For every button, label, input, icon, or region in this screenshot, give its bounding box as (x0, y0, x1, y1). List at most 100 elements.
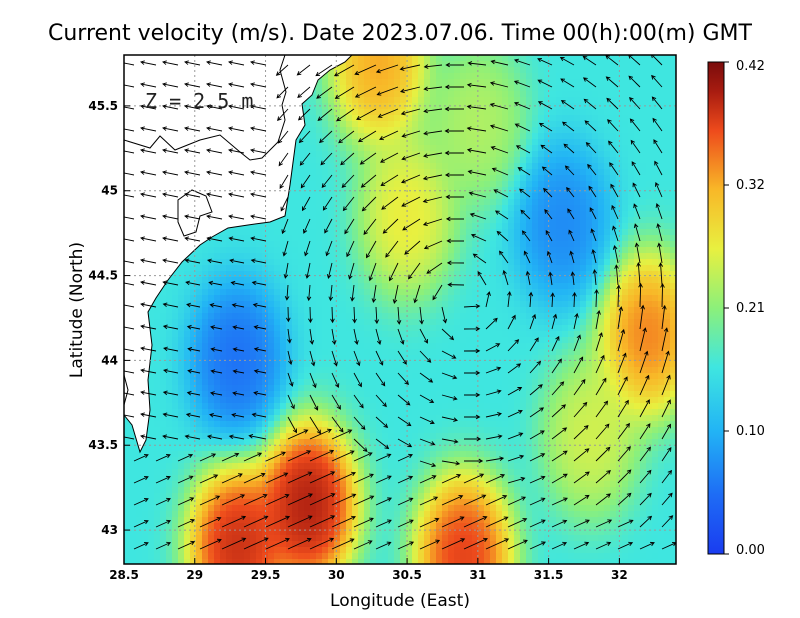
heat-cell (442, 181, 449, 188)
heat-cell (568, 313, 575, 320)
heat-cell (538, 289, 545, 296)
heat-cell (598, 217, 605, 224)
heat-cell (394, 181, 401, 188)
heat-cell (670, 241, 676, 248)
heat-cell (232, 307, 239, 314)
heat-cell (442, 259, 449, 266)
heat-cell (640, 55, 647, 62)
heat-cell (568, 367, 575, 374)
heat-cell (472, 217, 479, 224)
heat-cell (148, 313, 155, 320)
heat-cell (226, 253, 233, 260)
heat-cell (484, 85, 491, 92)
heat-cell (484, 247, 491, 254)
heat-cell (334, 307, 341, 314)
heat-cell (376, 253, 383, 260)
heat-cell (496, 223, 503, 230)
heat-cell (472, 373, 479, 380)
heat-cell (436, 109, 443, 116)
heat-cell (544, 73, 551, 80)
heat-cell (280, 259, 287, 266)
heat-cell (448, 145, 455, 152)
heat-cell (340, 91, 347, 98)
heat-cell (460, 109, 467, 116)
heat-cell (604, 343, 611, 350)
heat-cell (544, 349, 551, 356)
heat-cell (472, 193, 479, 200)
heat-cell (382, 259, 389, 266)
heat-cell (400, 247, 407, 254)
heat-cell (532, 343, 539, 350)
heat-cell (658, 223, 665, 230)
heat-cell (430, 79, 437, 86)
heat-cell (580, 139, 587, 146)
heat-cell (460, 325, 467, 332)
heat-cell (358, 331, 365, 338)
heat-cell (598, 145, 605, 152)
heat-cell (490, 181, 497, 188)
heat-cell (670, 253, 676, 260)
heat-cell (418, 151, 425, 158)
heat-cell (664, 229, 671, 236)
heat-cell (670, 187, 676, 194)
heat-cell (178, 319, 185, 326)
heat-cell (616, 139, 623, 146)
heat-cell (580, 175, 587, 182)
heat-cell (580, 85, 587, 92)
heat-cell (310, 229, 317, 236)
heat-cell (202, 379, 209, 386)
heat-cell (352, 277, 359, 284)
heat-cell (652, 247, 659, 254)
heat-cell (280, 217, 287, 224)
heat-cell (382, 337, 389, 344)
heat-cell (640, 235, 647, 242)
heat-cell (406, 229, 413, 236)
heat-cell (400, 193, 407, 200)
heat-cell (196, 379, 203, 386)
heat-cell (490, 139, 497, 146)
heat-cell (532, 79, 539, 86)
heat-cell (304, 241, 311, 248)
heat-cell (466, 85, 473, 92)
heat-cell (400, 283, 407, 290)
heat-cell (406, 61, 413, 68)
heat-cell (292, 175, 299, 182)
heat-cell (460, 265, 467, 272)
heat-cell (382, 79, 389, 86)
heat-cell (352, 97, 359, 104)
heat-cell (466, 355, 473, 362)
heat-cell (160, 379, 167, 386)
heat-cell (364, 145, 371, 152)
heat-cell (298, 325, 305, 332)
heat-cell (412, 307, 419, 314)
heat-cell (214, 307, 221, 314)
heat-cell (592, 223, 599, 230)
heat-cell (460, 337, 467, 344)
heat-cell (376, 229, 383, 236)
heat-cell (628, 247, 635, 254)
heat-cell (610, 229, 617, 236)
heat-cell (496, 373, 503, 380)
heat-cell (550, 367, 557, 374)
heat-cell (316, 325, 323, 332)
heat-cell (490, 157, 497, 164)
heat-cell (670, 325, 676, 332)
heat-cell (418, 91, 425, 98)
heat-cell (574, 145, 581, 152)
heat-cell (196, 307, 203, 314)
heat-cell (496, 115, 503, 122)
heat-cell (652, 265, 659, 272)
heat-cell (592, 169, 599, 176)
heat-cell (580, 205, 587, 212)
heat-cell (148, 373, 155, 380)
heat-cell (388, 319, 395, 326)
heat-cell (406, 175, 413, 182)
heat-cell (178, 349, 185, 356)
heat-cell (454, 289, 461, 296)
heat-cell (640, 109, 647, 116)
heat-cell (220, 229, 227, 236)
heat-cell (232, 283, 239, 290)
heat-cell (556, 235, 563, 242)
heat-cell (484, 79, 491, 86)
heat-cell (214, 265, 221, 272)
